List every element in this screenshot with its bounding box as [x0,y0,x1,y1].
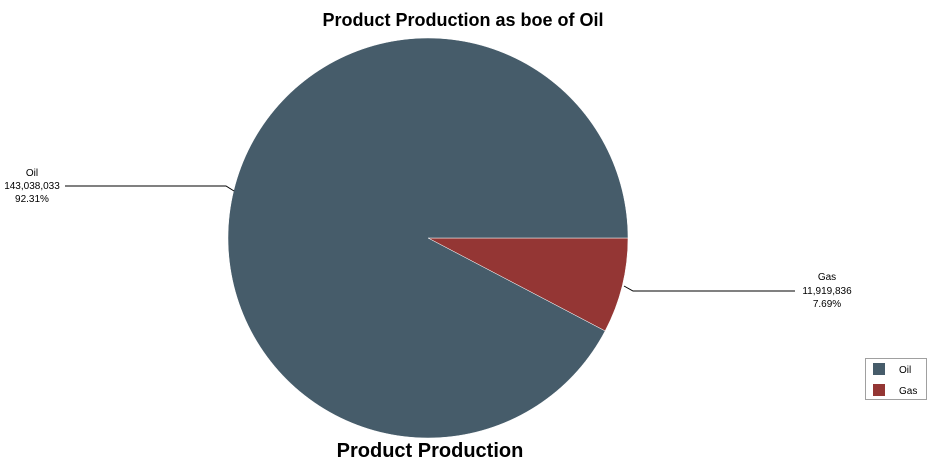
oil-callout: Oil 143,038,033 92.31% [4,168,235,205]
oil-label-value: 143,038,033 [4,181,60,192]
pie-slice-gas [427,237,629,332]
gas-leader-line [623,285,795,292]
gas-label-name: Gas [818,272,836,283]
chart-title: Product Production as boe of Oil [322,10,603,30]
legend: Oil Gas [865,358,927,400]
legend-swatch-gas [873,384,885,396]
oil-leader-line [65,185,235,192]
gas-label-value: 11,919,836 [802,286,852,297]
gas-label-percent: 7.69% [813,299,841,310]
pie-slice-oil [227,37,629,439]
oil-label-name: Oil [26,168,38,179]
legend-label-oil: Oil [899,365,911,376]
pie-slices [227,37,629,439]
gas-callout: Gas 11,919,836 7.69% [623,272,852,310]
chart-subtitle: Product Production [337,440,524,462]
oil-label-percent: 92.31% [15,194,49,205]
legend-label-gas: Gas [899,386,917,397]
legend-swatch-oil [873,363,885,375]
